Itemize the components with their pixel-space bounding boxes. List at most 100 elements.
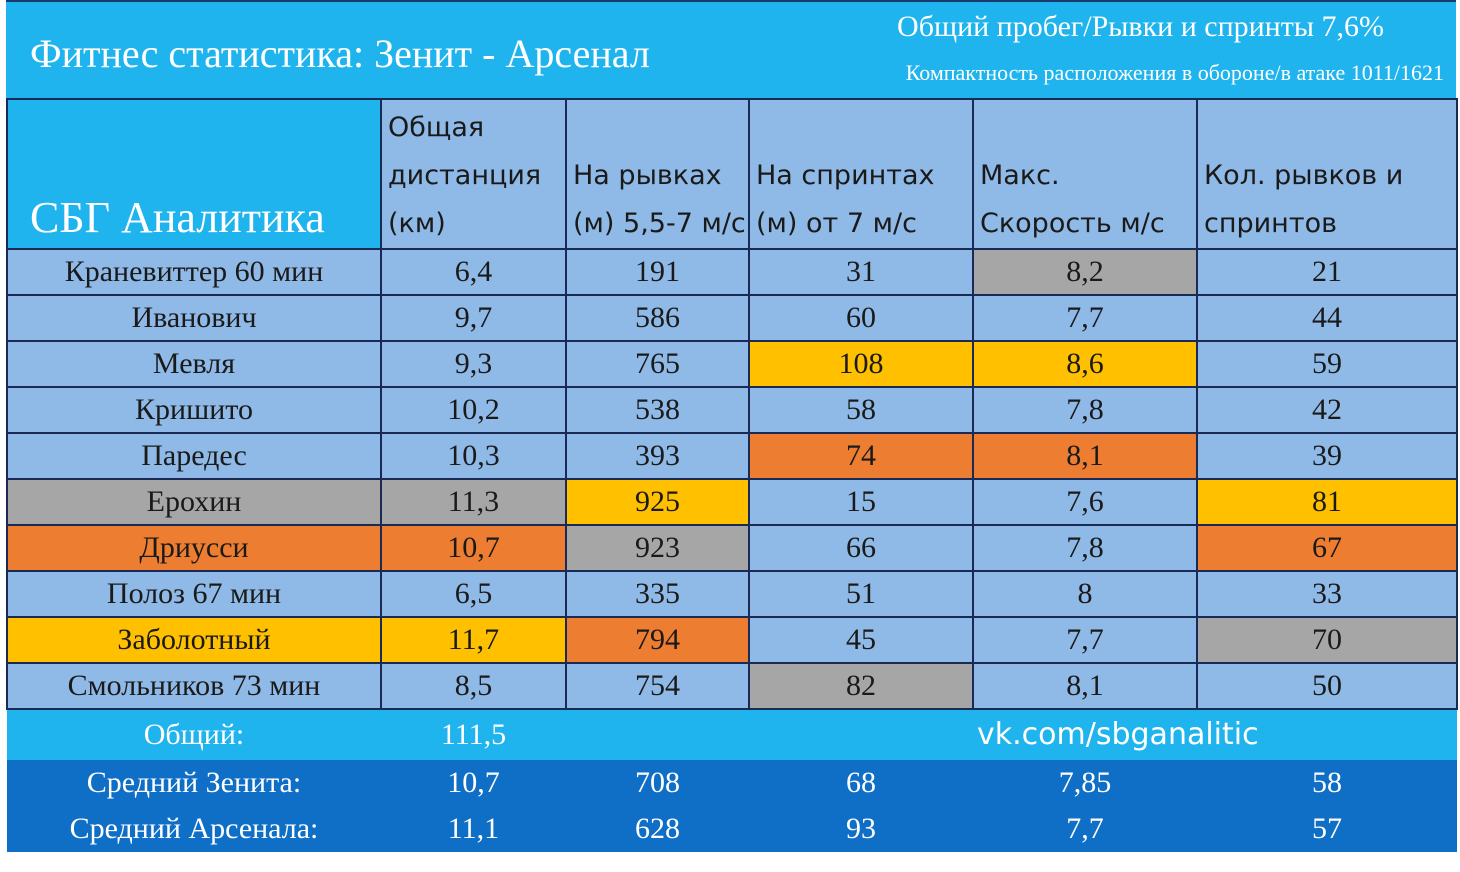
average-row-zenit: Средний Зенита: 10,7 708 68 7,85 58 (7, 760, 1457, 806)
sprints-cell: 51 (748, 570, 974, 618)
distance-cell: 8,5 (380, 662, 567, 710)
total-empty (749, 708, 973, 760)
distance-cell: 6,5 (380, 570, 567, 618)
table-row: Краневиттер 60 мин 6,4 191 31 8,2 21 (6, 248, 1458, 296)
header-max-speed: Макс. Скорость м/с (972, 98, 1198, 250)
subtitle-compactness: Компактность расположения в обороне/в ат… (905, 60, 1444, 85)
page-title: Фитнес статистика: Зенит - Арсенал (30, 31, 650, 76)
count-cell: 33 (1196, 570, 1458, 618)
sprints-cell: 45 (748, 616, 974, 664)
distance-cell: 10,7 (380, 524, 567, 572)
subtitle-ratio: Общий пробег/Рывки и спринты 7,6% (897, 10, 1384, 43)
max-speed-cell: 7,7 (972, 616, 1198, 664)
header-count: Кол. рывков и спринтов (1196, 98, 1458, 250)
table-row: Иванович 9,7 586 60 7,7 44 (6, 294, 1458, 342)
average-count: 58 (1197, 760, 1457, 806)
average-max-speed: 7,85 (973, 760, 1197, 806)
table-row: Паредес 10,3 393 74 8,1 39 (6, 432, 1458, 480)
distance-cell: 11,3 (380, 478, 567, 526)
player-name: Ерохин (6, 478, 382, 526)
max-speed-cell: 7,6 (972, 478, 1198, 526)
player-name: Дриусси (6, 524, 382, 572)
header-distance: Общая дистанция (км) (380, 98, 567, 250)
average-runs: 708 (566, 760, 749, 806)
average-runs: 628 (566, 806, 749, 852)
player-name: Заболотный (6, 616, 382, 664)
brand-label: СБГ Аналитика (6, 98, 382, 250)
table-row: Смольников 73 мин 8,5 754 82 8,1 50 (6, 662, 1458, 710)
total-empty (566, 708, 749, 760)
header-runs: На рывках (м) 5,5-7 м/с (565, 98, 750, 250)
count-cell: 81 (1196, 478, 1458, 526)
count-cell: 67 (1196, 524, 1458, 572)
fitness-table: СБГ Аналитика Общая дистанция (км) На ры… (6, 98, 1458, 852)
max-speed-cell: 8 (972, 570, 1198, 618)
average-sprints: 93 (749, 806, 973, 852)
sprints-cell: 15 (748, 478, 974, 526)
runs-cell: 925 (565, 478, 750, 526)
sprints-cell: 108 (748, 340, 974, 388)
table-row: Дриусси 10,7 923 66 7,8 67 (6, 524, 1458, 572)
runs-cell: 393 (565, 432, 750, 480)
distance-cell: 9,7 (380, 294, 567, 342)
max-speed-cell: 7,8 (972, 386, 1198, 434)
table-row: Кришито 10,2 538 58 7,8 42 (6, 386, 1458, 434)
runs-cell: 191 (565, 248, 750, 296)
average-max-speed: 7,7 (973, 806, 1197, 852)
total-row: Общий: 111,5 vk.com/sbganalitic (7, 708, 1457, 760)
player-name: Паредес (6, 432, 382, 480)
distance-cell: 6,4 (380, 248, 567, 296)
player-name: Кришито (6, 386, 382, 434)
distance-cell: 10,3 (380, 432, 567, 480)
sprints-cell: 58 (748, 386, 974, 434)
total-distance: 111,5 (381, 708, 566, 760)
average-label: Средний Арсенала: (7, 806, 381, 852)
runs-cell: 765 (565, 340, 750, 388)
max-speed-cell: 8,2 (972, 248, 1198, 296)
player-name: Краневиттер 60 мин (6, 248, 382, 296)
average-label: Средний Зенита: (7, 760, 381, 806)
runs-cell: 586 (565, 294, 750, 342)
runs-cell: 794 (565, 616, 750, 664)
table-row: Полоз 67 мин 6,5 335 51 8 33 (6, 570, 1458, 618)
runs-cell: 538 (565, 386, 750, 434)
max-speed-cell: 7,7 (972, 294, 1198, 342)
header-sprints: На спринтах (м) от 7 м/с (748, 98, 974, 250)
average-distance: 10,7 (381, 760, 566, 806)
max-speed-cell: 8,6 (972, 340, 1198, 388)
total-label: Общий: (7, 708, 381, 760)
sprints-cell: 66 (748, 524, 974, 572)
average-sprints: 68 (749, 760, 973, 806)
player-name: Мевля (6, 340, 382, 388)
table-row: Ерохин 11,3 925 15 7,6 81 (6, 478, 1458, 526)
count-cell: 59 (1196, 340, 1458, 388)
max-speed-cell: 8,1 (972, 662, 1198, 710)
max-speed-cell: 8,1 (972, 432, 1198, 480)
sprints-cell: 31 (748, 248, 974, 296)
table-row: Мевля 9,3 765 108 8,6 59 (6, 340, 1458, 388)
average-row-arsenal: Средний Арсенала: 11,1 628 93 7,7 57 (7, 806, 1457, 852)
runs-cell: 923 (565, 524, 750, 572)
sprints-cell: 60 (748, 294, 974, 342)
count-cell: 44 (1196, 294, 1458, 342)
sprints-cell: 82 (748, 662, 974, 710)
max-speed-cell: 7,8 (972, 524, 1198, 572)
distance-cell: 11,7 (380, 616, 567, 664)
table-row: Заболотный 11,7 794 45 7,7 70 (6, 616, 1458, 664)
distance-cell: 9,3 (380, 340, 567, 388)
sprints-cell: 74 (748, 432, 974, 480)
count-cell: 21 (1196, 248, 1458, 296)
count-cell: 50 (1196, 662, 1458, 710)
count-cell: 70 (1196, 616, 1458, 664)
runs-cell: 754 (565, 662, 750, 710)
runs-cell: 335 (565, 570, 750, 618)
average-count: 57 (1197, 806, 1457, 852)
distance-cell: 10,2 (380, 386, 567, 434)
count-cell: 42 (1196, 386, 1458, 434)
vk-link[interactable]: vk.com/sbganalitic (973, 708, 1457, 760)
count-cell: 39 (1196, 432, 1458, 480)
player-name: Полоз 67 мин (6, 570, 382, 618)
average-distance: 11,1 (381, 806, 566, 852)
header-row: СБГ Аналитика Общая дистанция (км) На ры… (6, 98, 1458, 250)
player-name: Иванович (6, 294, 382, 342)
